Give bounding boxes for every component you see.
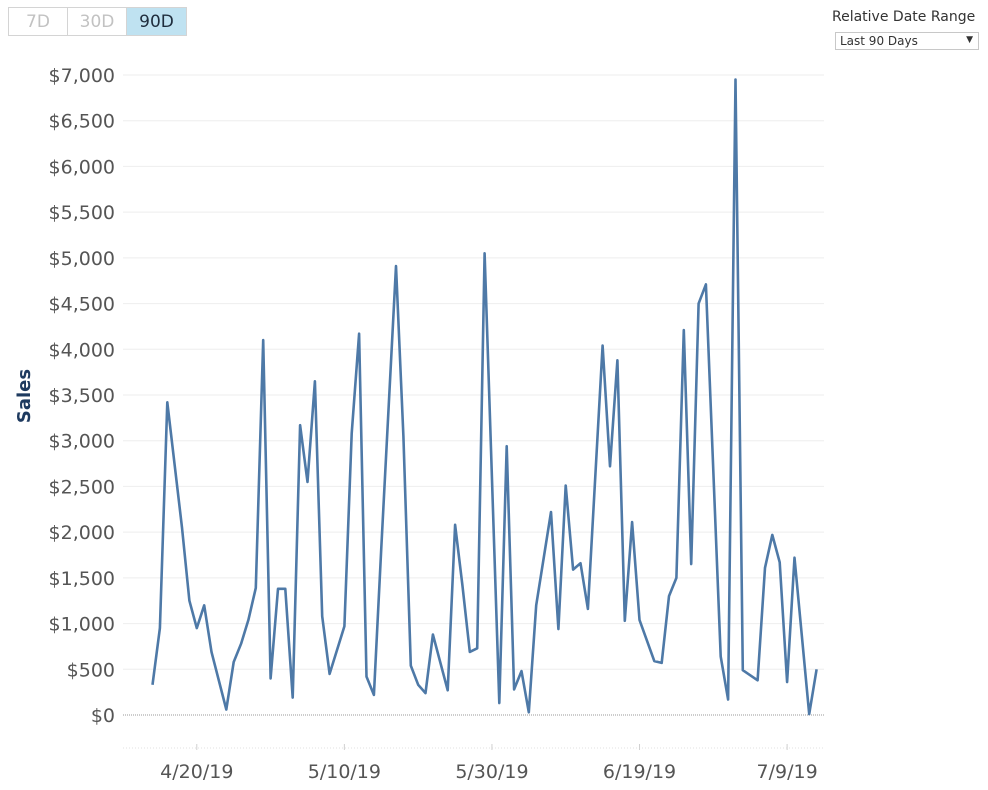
- y-tick-label: $4,500: [49, 294, 115, 316]
- sales-series-line: [151, 78, 818, 716]
- y-tick-label: $4,000: [49, 339, 115, 361]
- range-button-7d[interactable]: 7D: [9, 8, 68, 35]
- range-button-30d[interactable]: 30D: [68, 8, 127, 35]
- x-axis-ticks: 4/20/19 5/10/19 5/30/19 6/19/19 7/9/19: [160, 744, 818, 783]
- x-tick-label: 4/20/19: [160, 761, 233, 783]
- y-tick-label: $3,500: [49, 385, 115, 407]
- caret-down-icon: ▼: [966, 35, 973, 45]
- gridlines: [123, 74, 824, 749]
- y-tick-label: $7,000: [49, 65, 115, 87]
- y-tick-label: $6,000: [49, 156, 115, 178]
- y-tick-label: $2,000: [49, 522, 115, 544]
- x-tick-label: 5/10/19: [308, 761, 381, 783]
- y-tick-label: $6,500: [49, 111, 115, 133]
- filter-title: Relative Date Range: [832, 9, 976, 25]
- y-tick-label: $0: [91, 705, 115, 727]
- y-tick-label: $3,000: [49, 431, 115, 453]
- y-axis-label: Sales: [14, 369, 35, 423]
- y-tick-label: $500: [67, 659, 115, 681]
- date-range-toggle: 7D 30D 90D: [8, 7, 187, 36]
- x-tick-label: 7/9/19: [757, 761, 818, 783]
- dropdown-selected-value: Last 90 Days: [840, 34, 918, 48]
- y-tick-label: $2,500: [49, 476, 115, 498]
- range-button-90d[interactable]: 90D: [127, 8, 186, 35]
- x-tick-label: 6/19/19: [603, 761, 676, 783]
- y-tick-label: $1,500: [49, 568, 115, 590]
- relative-date-range-dropdown[interactable]: Last 90 Days ▼: [835, 32, 979, 50]
- y-tick-label: $1,000: [49, 614, 115, 636]
- y-axis-ticks: $0 $500 $1,000 $1,500 $2,000 $2,500 $3,000 $3,5…: [49, 65, 115, 727]
- y-tick-label: $5,500: [49, 202, 115, 224]
- x-tick-label: 5/30/19: [455, 761, 528, 783]
- y-tick-label: $5,000: [49, 248, 115, 270]
